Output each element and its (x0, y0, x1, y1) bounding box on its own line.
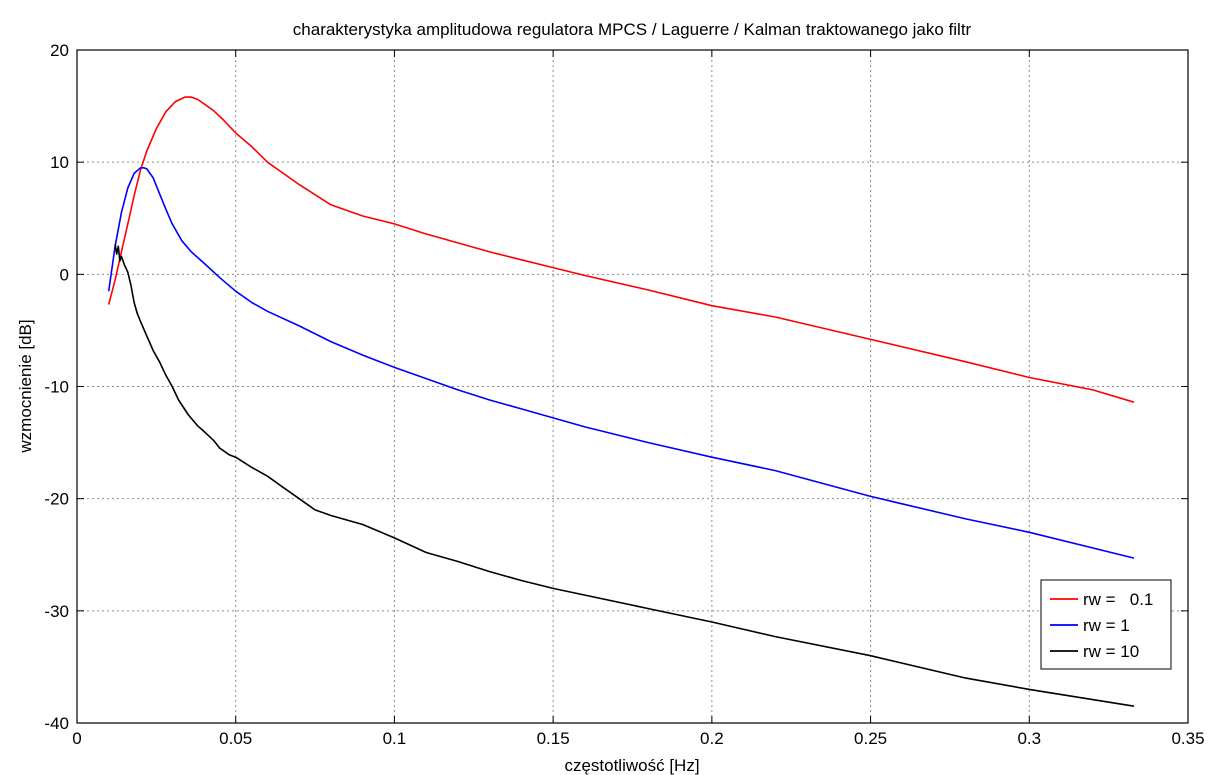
x-tick-label: 0 (72, 729, 81, 748)
x-tick-label: 0.25 (854, 729, 887, 748)
y-tick-label: 0 (60, 265, 69, 284)
x-tick-label: 0.05 (219, 729, 252, 748)
y-tick-label: -10 (44, 378, 69, 397)
axis-ticks: 0 0.05 0.1 0.15 0.2 0.25 0.3 0.35 -40 -30 -20 -10 0 1… (44, 41, 1204, 748)
legend-label-series-2: rw = 1 (1083, 616, 1130, 635)
series-line-2 (107, 167, 1135, 559)
y-axis-label: wzmocnienie [dB] (16, 319, 35, 453)
x-tick-label: 0.1 (383, 729, 407, 748)
x-tick-label: 0.2 (700, 729, 724, 748)
x-tick-label: 0.35 (1171, 729, 1204, 748)
series-line-3 (114, 243, 1135, 707)
x-tick-label: 0.3 (1017, 729, 1041, 748)
legend: rw = 0.1 rw = 1 rw = 10 (1040, 579, 1172, 670)
legend-label-series-3: rw = 10 (1083, 642, 1139, 661)
series-group (107, 96, 1135, 707)
x-tick-label: 0.15 (537, 729, 570, 748)
y-tick-label: 20 (50, 41, 69, 60)
x-axis-label: częstotliwość [Hz] (564, 756, 699, 775)
y-tick-label: -20 (44, 490, 69, 509)
chart-title: charakterystyka amplitudowa regulatora M… (293, 20, 972, 39)
legend-label-series-1: rw = 0.1 (1083, 590, 1153, 609)
y-tick-label: -30 (44, 602, 69, 621)
series-line-1 (107, 96, 1135, 403)
y-tick-label: 10 (50, 153, 69, 172)
y-tick-label: -40 (44, 714, 69, 733)
grid (77, 50, 1188, 723)
